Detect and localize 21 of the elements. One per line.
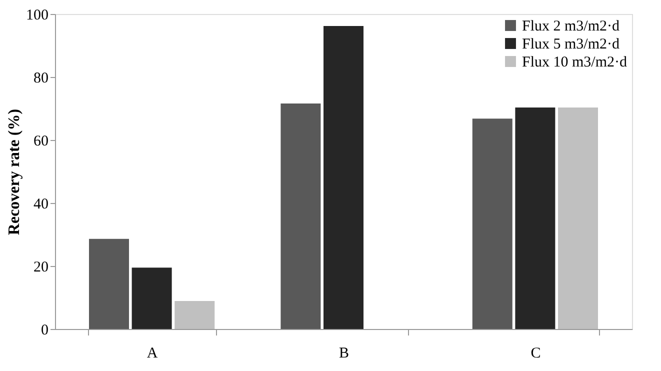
legend-label: Flux 2 m3/m2·d [522,18,620,34]
bar [558,108,598,329]
legend-label: Flux 10 m3/m2·d [522,54,628,70]
bar [324,26,364,329]
bar [515,108,556,329]
y-tick-label: 60 [34,134,48,150]
bar [132,268,172,329]
y-axis-title: Recovery rate (%) [6,108,23,236]
y-tick-label: 0 [41,322,48,338]
y-tick-label: 100 [26,8,48,24]
x-tick-label: B [338,346,350,362]
x-tick-label: C [530,346,541,362]
legend-label: Flux 5 m3/m2·d [522,36,620,52]
bar [472,118,512,329]
y-tick-label: 80 [34,70,48,86]
x-tick-label: A [146,346,158,362]
y-tick-label: 20 [34,260,48,276]
bar [174,300,215,329]
bar [280,103,321,329]
y-tick-label: 40 [34,196,48,212]
bar [88,238,129,329]
